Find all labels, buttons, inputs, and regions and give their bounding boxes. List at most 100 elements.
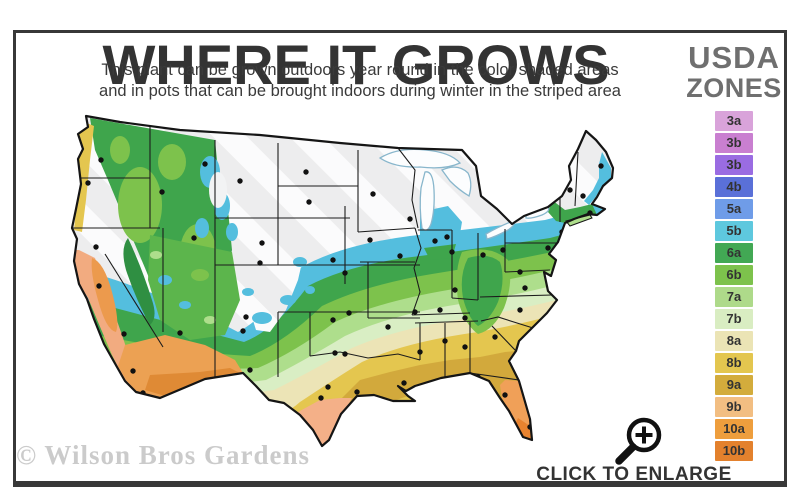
city-dot xyxy=(437,307,443,313)
city-dot xyxy=(432,238,438,244)
lake-huron xyxy=(440,166,472,197)
city-dot xyxy=(444,234,450,240)
maine-coast-blue xyxy=(584,152,611,205)
subtitle-line-2: and in pots that can be brought indoors … xyxy=(99,82,621,100)
michigan-green-edge xyxy=(424,244,456,260)
zone-list: 3a 3b 3b 4b 5a 5b 6a 6b 7a 7b 8a 8b 9a 9b 10a 10b xyxy=(682,111,786,461)
city-dot xyxy=(567,187,573,193)
zone-swatch-8b: 8b xyxy=(715,353,753,373)
city-dot xyxy=(93,244,99,250)
city-dot xyxy=(85,180,91,186)
city-dot xyxy=(367,237,373,243)
city-dot xyxy=(417,349,423,355)
city-dot xyxy=(492,334,498,340)
zone-swatch-10a: 10a xyxy=(715,419,753,439)
lake-superior xyxy=(378,148,462,169)
legend-title-zones: ZONES xyxy=(686,73,782,103)
city-dot xyxy=(449,249,455,255)
lake-erie xyxy=(485,220,515,240)
city-dot xyxy=(96,283,102,289)
city-dot xyxy=(517,307,523,313)
city-dot xyxy=(517,269,523,275)
rockies-white-patch xyxy=(209,172,227,208)
zone-swatch-5b: 5b xyxy=(715,221,753,241)
city-dot xyxy=(480,252,486,258)
california-valley-orange xyxy=(91,258,118,332)
great-lakes xyxy=(378,148,550,240)
great-basin-specks xyxy=(150,251,216,324)
rockies-blue-specks xyxy=(242,257,315,324)
watermark: © Wilson Bros Gardens xyxy=(16,440,310,470)
zone-swatch-3a: 3a xyxy=(715,111,753,131)
city-dot xyxy=(412,309,418,315)
subtitle-line-1: This plant can be grown outdoors year ro… xyxy=(101,61,619,79)
city-dot xyxy=(342,270,348,276)
city-dot xyxy=(452,287,458,293)
city-dot xyxy=(237,178,243,184)
zone-swatch-7b: 7b xyxy=(715,309,753,329)
city-dot xyxy=(580,193,586,199)
state-borders xyxy=(72,122,579,381)
lake-michigan xyxy=(419,171,435,231)
city-dot xyxy=(159,189,165,195)
city-dot xyxy=(330,257,336,263)
legend-title-usda: USDA xyxy=(688,40,780,75)
city-dot xyxy=(332,350,338,356)
city-dot xyxy=(325,384,331,390)
city-dot xyxy=(407,216,413,222)
city-dot xyxy=(401,380,407,386)
city-dot xyxy=(306,199,312,205)
appalachian-6a-core xyxy=(461,255,503,326)
zone-swatch-3b: 3b xyxy=(715,133,753,153)
city-dot xyxy=(240,328,246,334)
city-dot xyxy=(522,285,528,291)
frame-border xyxy=(13,30,787,487)
city-dot xyxy=(545,245,551,251)
zone-swatch-7a: 7a xyxy=(715,287,753,307)
city-dot xyxy=(177,330,183,336)
city-dot xyxy=(354,389,360,395)
city-dot xyxy=(397,253,403,259)
great-basin-green xyxy=(148,235,240,340)
city-dot xyxy=(500,247,506,253)
sierra-dark-green xyxy=(123,238,155,325)
city-dot xyxy=(247,367,253,373)
zone-swatch-9a: 9a xyxy=(715,375,753,395)
zone-swatch-10b: 10b xyxy=(715,441,753,461)
zone-swatch-3b: 3b xyxy=(715,155,753,175)
magnifier-plus-icon[interactable] xyxy=(606,414,670,468)
city-dot xyxy=(370,191,376,197)
page-title: WHERE IT GROWS xyxy=(48,35,664,94)
city-dot xyxy=(598,163,604,169)
city-dot xyxy=(191,235,197,241)
city-dot xyxy=(202,161,208,167)
city-dot xyxy=(98,157,104,163)
city-dot xyxy=(499,406,505,412)
city-dot xyxy=(462,344,468,350)
city-dot xyxy=(330,317,336,323)
city-dot xyxy=(303,169,309,175)
city-dot xyxy=(259,240,265,246)
south-florida-tip xyxy=(514,418,532,440)
zone-swatch-4b: 4b xyxy=(715,177,753,197)
city-dot xyxy=(243,314,249,320)
zone-swatch-8a: 8a xyxy=(715,331,753,351)
city-dot xyxy=(462,315,468,321)
zone-swatch-9b: 9b xyxy=(715,397,753,417)
click-to-enlarge-label[interactable]: CLICK TO ENLARGE xyxy=(536,464,732,485)
nw-coast-yellow xyxy=(74,120,94,232)
zone-swatch-6a: 6a xyxy=(715,243,753,263)
city-dot xyxy=(346,310,352,316)
zone-swatch-6b: 6b xyxy=(715,265,753,285)
city-dot xyxy=(502,392,508,398)
city-dot xyxy=(385,324,391,330)
city-dot xyxy=(257,260,263,266)
city-dot xyxy=(130,368,136,374)
city-dot xyxy=(442,338,448,344)
southwest-deep-orange xyxy=(145,368,240,396)
usda-zones-legend: USDA ZONES 3a 3b 3b 4b 5a 5b 6a 6b 7a 7b 8a 8b 9a 9b 1… xyxy=(682,42,786,461)
south-texas-peach xyxy=(298,398,352,446)
city-dot xyxy=(342,351,348,357)
subtitle: This plant can be grown outdoors year ro… xyxy=(60,60,660,102)
